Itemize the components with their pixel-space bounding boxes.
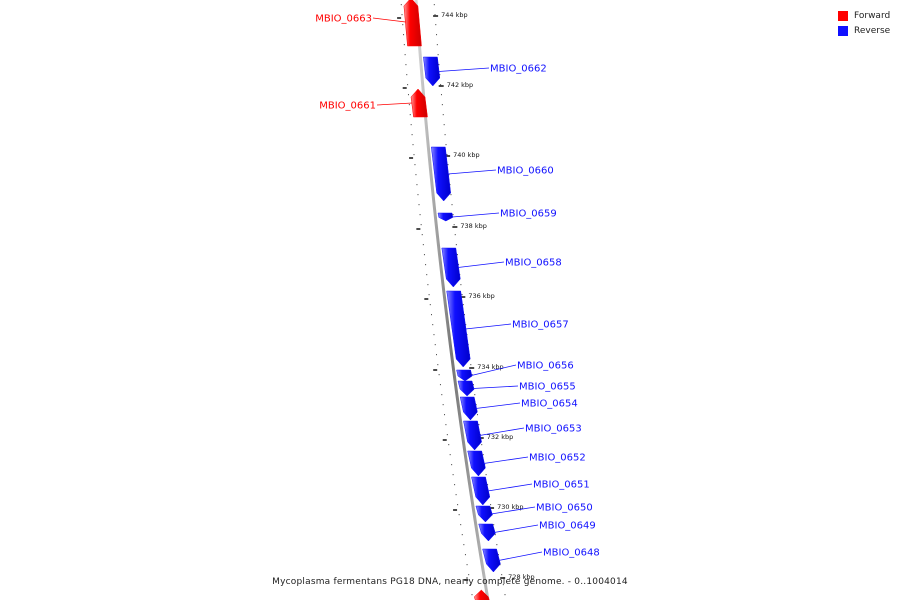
legend: Forward Reverse — [838, 8, 900, 38]
legend-reverse-label: Reverse — [854, 25, 891, 36]
gene-arrow[interactable] — [431, 146, 451, 202]
gene-label[interactable]: MBIO_0658 — [505, 258, 562, 269]
major-ticks: 744 kbp 742 kbp 740 kbp 738 kbp 736 kbp 734 k… — [397, 11, 535, 581]
gene-label[interactable]: MBIO_0662 — [490, 64, 547, 75]
tick-label: 736 kbp — [468, 292, 495, 300]
gene-arrow[interactable] — [456, 369, 473, 382]
gene-label[interactable]: MBIO_0656 — [517, 361, 574, 372]
gene-label[interactable]: MBIO_0655 — [519, 382, 576, 393]
gene-arrow[interactable] — [437, 212, 454, 222]
gene-leader-line — [447, 169, 497, 175]
gene-arrow[interactable] — [423, 56, 441, 87]
reverse-swatch — [838, 25, 848, 36]
gene-leader-line — [487, 483, 533, 492]
gene-arrow[interactable] — [467, 450, 486, 477]
gene-arrow[interactable] — [471, 476, 491, 506]
gene-label[interactable]: MBIO_0659 — [500, 209, 557, 220]
gene-arrow[interactable] — [457, 380, 475, 397]
gene-leader-line — [471, 364, 517, 376]
legend-forward: Forward — [838, 8, 900, 23]
gene-leader-line — [491, 506, 536, 515]
gene-arrow[interactable] — [482, 548, 501, 573]
gene-leader-line — [457, 261, 505, 268]
tick-label: 744 kbp — [441, 11, 468, 19]
gene-label[interactable]: MBIO_0652 — [529, 453, 586, 464]
gene-leader-line — [473, 385, 519, 389]
gene-arrow[interactable] — [441, 247, 461, 288]
gene-label[interactable]: MBIO_0649 — [539, 521, 596, 532]
tick-label: 740 kbp — [453, 151, 480, 159]
gene-label[interactable]: MBIO_0653 — [525, 424, 582, 435]
gene-arrow[interactable] — [478, 523, 496, 542]
gene-label[interactable]: MBIO_0660 — [497, 166, 554, 177]
gene-leader-line — [498, 551, 543, 561]
gene-layer — [403, 0, 501, 600]
legend-reverse: Reverse — [838, 23, 900, 38]
gene-leader-line — [372, 17, 406, 23]
gene-leader-line — [465, 323, 512, 330]
gene-label[interactable]: MBIO_0657 — [512, 320, 569, 331]
tick-label: 738 kbp — [460, 222, 487, 230]
gene-arrow[interactable] — [410, 88, 428, 118]
gene-label[interactable]: MBIO_0650 — [536, 503, 593, 514]
tick-label: 730 kbp — [497, 503, 524, 511]
tick-label: 742 kbp — [447, 81, 474, 89]
gene-arrow[interactable] — [474, 589, 491, 600]
label-layer: MBIO_0663 MBIO_0662 MBIO_0661 MBIO_0660 MBIO… — [315, 14, 600, 561]
gene-leader-line — [493, 524, 539, 533]
gene-label[interactable]: MBIO_0663 — [315, 14, 372, 25]
tick-label: 728 kbp — [508, 573, 535, 581]
gene-arrow[interactable] — [463, 420, 482, 451]
gene-leader-line — [452, 212, 500, 218]
forward-swatch — [838, 10, 848, 21]
gene-label[interactable]: MBIO_0651 — [533, 480, 590, 491]
gene-arrow[interactable] — [403, 0, 422, 47]
gene-leader-line — [438, 67, 490, 72]
gene-leader-line — [483, 456, 529, 464]
gene-arrow[interactable] — [475, 505, 493, 523]
gene-leader-line — [479, 427, 525, 436]
genome-caption: Mycoplasma fermentans PG18 DNA, nearly c… — [272, 577, 628, 587]
gene-leader-line — [376, 102, 413, 106]
tick-label: 734 kbp — [477, 363, 504, 371]
gene-leader-line — [475, 402, 521, 409]
gene-arrow[interactable] — [459, 396, 478, 421]
gene-arrow[interactable] — [446, 290, 471, 368]
tick-label: 732 kbp — [487, 433, 514, 441]
gene-label[interactable]: MBIO_0654 — [521, 399, 578, 410]
gene-label[interactable]: MBIO_0648 — [543, 548, 600, 559]
legend-forward-label: Forward — [854, 10, 891, 21]
gene-label[interactable]: MBIO_0661 — [319, 101, 376, 112]
